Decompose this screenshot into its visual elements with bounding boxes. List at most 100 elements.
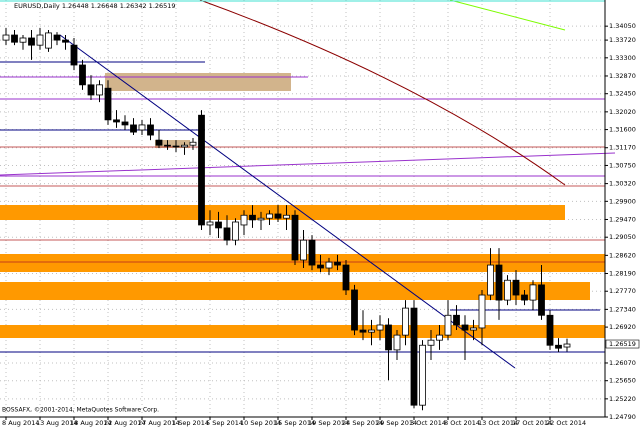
x-tick-label: 18 Aug 2014	[70, 419, 112, 427]
candle-body	[249, 214, 256, 221]
candle-body	[96, 84, 103, 96]
candle-body	[342, 264, 350, 291]
y-tick-label: 1.29470	[609, 215, 636, 223]
x-tick-label: 27 Aug 2014	[138, 419, 180, 427]
candle-body	[223, 227, 231, 241]
zone	[0, 325, 605, 338]
candle-body	[232, 221, 239, 241]
zone	[0, 205, 565, 220]
y-tick-label: 1.29050	[609, 233, 636, 241]
candle-body	[257, 217, 265, 221]
y-tick-label: 1.25220	[609, 395, 636, 403]
candle-body	[325, 261, 333, 269]
candle-body	[300, 239, 307, 261]
candle-body	[283, 214, 290, 219]
candle-body	[266, 213, 273, 219]
x-tick-label: 24 Sep 2014	[342, 419, 383, 427]
candle-body	[495, 264, 503, 301]
y-tick-label: 1.27340	[609, 305, 636, 313]
y-tick-label: 1.28620	[609, 251, 636, 259]
candle-body	[198, 114, 205, 226]
x-tick-label: 19 Sep 2014	[308, 419, 349, 427]
candle-body	[206, 221, 214, 226]
candle-body	[470, 327, 477, 331]
candle-body	[368, 329, 375, 333]
y-tick-label: 1.30320	[609, 180, 636, 188]
x-tick-label: 15 Sep 2014	[274, 419, 315, 427]
x-tick-label: 13 Aug 2014	[36, 419, 78, 427]
y-tick-label: 1.26920	[609, 323, 636, 331]
candle-body	[138, 124, 146, 131]
x-tick-label: 1 Sep 2014	[172, 419, 209, 427]
candle-body	[555, 344, 562, 349]
candle-body	[436, 334, 443, 341]
candle-body	[274, 213, 282, 219]
x-tick-label: 3 Oct 2014	[410, 419, 446, 427]
candle-body	[79, 64, 86, 86]
candle-body	[240, 214, 248, 226]
candle-body	[19, 37, 27, 43]
x-tick-label: 8 Aug 2014	[2, 419, 40, 427]
x-tick-label: 5 Sep 2014	[206, 419, 243, 427]
candle-body	[45, 32, 52, 49]
x-tick-label: 22 Aug 2014	[104, 419, 146, 427]
candle-body	[427, 339, 435, 346]
zone	[0, 254, 605, 272]
zone	[0, 282, 590, 300]
candle-body	[546, 314, 554, 346]
candle-body	[393, 334, 401, 351]
x-tick-label: 13 Oct 2014	[478, 419, 518, 427]
candle-body	[376, 324, 384, 331]
trend-line	[0, 152, 616, 176]
candle-body	[130, 124, 137, 133]
y-tick-label: 1.27770	[609, 287, 636, 295]
candle-body	[87, 84, 95, 96]
candle-body	[317, 264, 324, 269]
candle-body	[70, 44, 78, 66]
y-tick-label: 1.31600	[609, 126, 636, 134]
candle-body	[512, 279, 520, 296]
y-tick-label: 1.34050	[609, 22, 636, 30]
candle-body	[351, 289, 358, 331]
x-tick-label: 10 Sep 2014	[240, 419, 281, 427]
candle-body	[487, 264, 494, 296]
candle-body	[521, 294, 528, 301]
chart-title: EURUSD,Daily 1.26448 1.26648 1.26342 1.2…	[14, 2, 176, 10]
candle-body	[11, 34, 18, 43]
y-tick-label: 1.32020	[609, 108, 636, 116]
y-tick-label: 1.31170	[609, 144, 636, 152]
candle-body	[538, 284, 545, 316]
price-marker-label: 1.26519	[609, 340, 636, 348]
candle-body	[385, 324, 392, 351]
candle-body	[291, 214, 299, 261]
candle-body	[155, 139, 163, 146]
y-tick-label: 1.33300	[609, 54, 636, 62]
footer: BOSSAFX, ©2001-2014, MetaQuotes Software…	[2, 407, 159, 414]
candle-body	[308, 239, 316, 266]
candle-body	[147, 124, 154, 136]
y-tick-label: 1.33720	[609, 36, 636, 44]
candle-body	[172, 145, 180, 148]
candle-body	[529, 284, 537, 301]
y-tick-label: 1.28190	[609, 269, 636, 277]
candle-body	[36, 34, 44, 46]
moving-average	[199, 0, 566, 186]
candle-body	[504, 279, 511, 301]
y-tick-label: 1.24790	[609, 413, 636, 421]
candle-body	[189, 141, 197, 146]
candle-body	[444, 314, 452, 336]
candle-body	[359, 329, 367, 333]
candle-body	[53, 34, 61, 41]
candle-body	[334, 261, 341, 266]
candle-body	[453, 314, 460, 326]
candle-body	[62, 39, 69, 43]
candle-body	[2, 34, 10, 41]
candle-body	[478, 294, 486, 329]
candle-body	[461, 324, 469, 331]
y-tick-label: 1.32870	[609, 72, 636, 80]
candle-body	[113, 119, 120, 123]
x-tick-label: 29 Sep 2014	[376, 419, 417, 427]
y-tick-label: 1.26070	[609, 359, 636, 367]
